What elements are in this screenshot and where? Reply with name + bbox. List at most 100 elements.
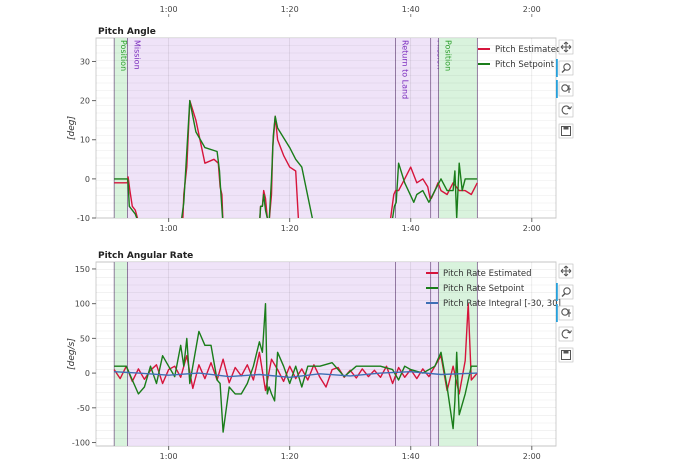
series-line-integral [114,371,478,378]
legend: Pitch Estimated Pitch Setpoint [478,45,561,70]
pan-icon[interactable] [558,39,574,55]
tool-frame [558,60,574,76]
reset-icon[interactable] [558,326,574,342]
series-line-setpoint [114,99,478,218]
pan-glyph [560,265,572,277]
box-zoom-icon[interactable] [556,283,574,301]
y-tick-label: -100 [72,439,90,448]
flight-mode-band [114,38,128,218]
top-time-axis: 1:00 1:20 1:40 2:00 [160,5,541,17]
legend-label: Pitch Rate Estimated [443,269,532,279]
grid [96,261,556,447]
magnifier-glyph [563,287,571,295]
tool-frame [558,326,574,342]
reset-glyph [561,105,572,115]
y-tick-label: 10 [80,136,90,145]
flight-mode-band [127,38,396,218]
top-tick-label: 1:20 [281,5,299,14]
top-tick-label: 2:00 [523,5,541,14]
box-zoom-icon[interactable] [556,59,574,77]
wheel-zoom-icon[interactable] [556,304,574,322]
tool-frame [558,284,574,300]
legend-item[interactable]: Pitch Rate Setpoint [426,284,525,294]
x-tick-label: 1:40 [402,452,420,461]
y-tick-label: 20 [80,97,90,106]
reset-glyph [561,329,572,339]
magnifier-glyph [561,84,569,92]
y-axis-label: [deg] [67,116,77,140]
legend-label: Pitch Rate Integral [-30, 30] [443,299,561,309]
flight-mode-band [395,38,431,218]
chart-toolbar [556,39,574,139]
legend-label: Pitch Rate Setpoint [443,284,525,294]
legend-label: Pitch Estimated [495,45,561,55]
flight-mode-label: Position [444,40,453,71]
flight-mode-band [430,38,439,218]
flight-mode-bands [113,262,478,446]
y-tick-label: 0 [85,175,90,184]
tool-active-indicator [556,59,558,77]
tool-frame [558,102,574,118]
x-tick-label: 2:00 [523,224,541,233]
chart-panel-2: Pitch Angular Rate -100 -50 0 50 100 150 [deg/s… [67,251,574,461]
flight-mode-label: Return to Land [401,40,410,99]
tool-frame [558,123,574,139]
x-tick-label: 1:20 [281,224,299,233]
chart-title: Pitch Angular Rate [98,251,193,261]
save-glyph-top [563,126,569,130]
reset-icon[interactable] [558,102,574,118]
legend-item[interactable]: Pitch Setpoint [478,60,555,70]
y-tick-label: 50 [80,334,90,343]
magnifier-glyph [563,63,571,71]
y-tick-label: 150 [75,265,90,274]
series-line-setpoint [114,303,478,433]
wheel-glyph [568,309,571,317]
chart-title: Pitch Angle [98,27,156,37]
wheel-zoom-icon[interactable] [556,80,574,98]
tool-active-indicator [556,283,558,301]
legend: Pitch Rate Estimated Pitch Rate Setpoint P… [426,269,561,309]
magnifier-glyph [561,308,569,316]
series-lines [113,303,478,433]
tool-active-indicator [556,304,558,322]
x-tick-label: 2:00 [523,452,541,461]
top-tick-label: 1:00 [160,5,178,14]
flight-mode-label: Mission [132,40,141,70]
flight-mode-band [430,262,439,446]
y-tick-label: -10 [77,214,90,223]
series-line-estimated [114,99,478,218]
legend-item[interactable]: Pitch Rate Estimated [426,269,532,279]
chart-panel-1: Pitch Angle Position Mission Return to Land… [67,27,574,233]
pan-icon[interactable] [558,263,574,279]
series-lines [114,99,478,218]
y-axis-label: [deg/s] [67,338,77,370]
y-tick-label: -50 [77,404,90,413]
pan-glyph [560,41,572,53]
magnifier-handle [561,293,566,297]
flight-mode-label: Position [119,40,128,71]
tool-frame [558,347,574,363]
flight-mode-band [114,262,128,446]
save-icon[interactable] [558,123,574,139]
chart-toolbar [556,263,574,363]
magnifier-handle [561,69,566,73]
flight-mode-band [395,262,431,446]
legend-item[interactable]: Pitch Estimated [478,45,561,55]
tool-active-indicator [556,80,558,98]
save-icon[interactable] [558,347,574,363]
legend-label: Pitch Setpoint [495,60,555,70]
wheel-glyph [568,85,571,93]
save-glyph-top [563,350,569,354]
x-tick-label: 1:00 [160,452,178,461]
y-tick-label: 30 [80,57,90,66]
x-tick-label: 1:20 [281,452,299,461]
top-tick-label: 1:40 [402,5,420,14]
y-tick-label: 100 [75,300,90,309]
y-tick-label: 0 [85,369,90,378]
flight-mode-band [127,262,396,446]
x-tick-label: 1:00 [160,224,178,233]
grid [96,37,556,219]
legend-item[interactable]: Pitch Rate Integral [-30, 30] [426,299,561,309]
